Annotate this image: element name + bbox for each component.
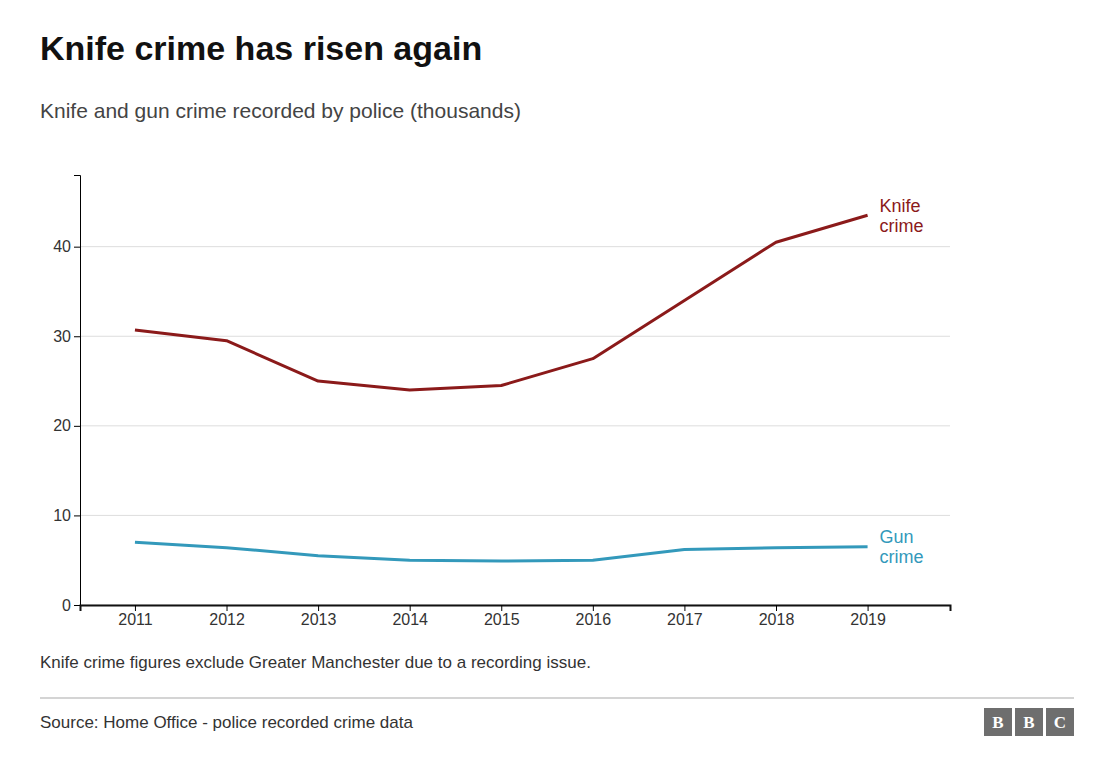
x-tick: 2014 (392, 605, 428, 628)
chart-container: Knife crime has risen again Knife and gun… (0, 0, 1104, 772)
x-tick-mark (410, 605, 411, 611)
y-tick-label: 30 (53, 328, 71, 345)
x-tick-mark (227, 605, 228, 611)
y-tick-mark (74, 605, 80, 606)
x-tick: 2019 (850, 605, 886, 628)
x-tick-mark (868, 605, 869, 611)
chart-svg: Knife crime has risen again Knife and gun… (0, 0, 1104, 772)
y-axis-line (74, 176, 81, 606)
logo-box (1046, 708, 1074, 736)
x-tick-mark (318, 605, 319, 611)
x-tick-mark (501, 605, 502, 611)
plot-area: 0102030402011201220132014201520162017201… (53, 176, 950, 629)
grid (80, 247, 950, 605)
y-tick-label: 20 (53, 417, 71, 434)
x-tick: 2016 (576, 605, 612, 628)
series-label: Guncrime (880, 527, 924, 567)
y-tick-mark (74, 515, 80, 516)
x-tick-label: 2011 (118, 611, 153, 628)
y-tick-mark (74, 426, 80, 427)
logo-box (1015, 708, 1043, 736)
logo-box (984, 708, 1012, 736)
y-tick: 10 (53, 507, 80, 524)
y-tick: 20 (53, 417, 80, 434)
logo: BBC (984, 708, 1074, 736)
x-tick-label: 2018 (759, 611, 795, 628)
y-tick-mark (74, 247, 80, 248)
y-tick: 40 (53, 238, 80, 255)
x-tick: 2018 (759, 605, 795, 628)
x-tick-label: 2012 (209, 611, 245, 628)
x-tick-label: 2017 (667, 611, 703, 628)
x-tick-label: 2016 (576, 611, 612, 628)
x-tick-mark (135, 605, 136, 611)
y-tick-mark (74, 336, 80, 337)
footnote: Knife crime figures exclude Greater Manc… (40, 653, 591, 672)
logo-text: BBC (992, 713, 1066, 732)
y-tick-label: 0 (62, 597, 71, 614)
x-axis: 2011 2012 2013 2014 2015 2016 2017 2018 2019 (81, 605, 951, 628)
x-tick: 2017 (667, 605, 703, 628)
series-labels: Knifecrime Guncrime (880, 196, 924, 567)
series-label: Knifecrime (880, 196, 924, 236)
x-tick: 2011 (118, 605, 153, 628)
x-tick: 2015 (484, 605, 520, 628)
y-tick: 30 (53, 328, 80, 345)
x-tick-label: 2013 (301, 611, 337, 628)
source: Source: Home Office - police recorded cr… (40, 713, 413, 732)
grid-line (80, 246, 950, 247)
x-tick-label: 2019 (850, 611, 886, 628)
title: Knife crime has risen again (40, 29, 482, 67)
x-tick-mark (684, 605, 685, 611)
x-tick-mark (776, 605, 777, 611)
x-tick: 2013 (301, 605, 337, 628)
grid-line (80, 515, 950, 516)
y-tick-label: 40 (53, 238, 71, 255)
y-axis: 0 10 20 30 40 (53, 176, 80, 614)
series-line (135, 542, 868, 561)
x-tick-label: 2015 (484, 611, 520, 628)
grid-line (80, 425, 950, 426)
x-tick-label: 2014 (392, 611, 428, 628)
x-tick-mark (593, 605, 594, 611)
y-tick: 0 (62, 597, 80, 614)
grid-line (80, 336, 950, 337)
series-line (135, 215, 868, 390)
x-axis-line (81, 606, 951, 612)
lines (135, 215, 868, 561)
y-tick-label: 10 (53, 507, 71, 524)
x-tick: 2012 (209, 605, 245, 628)
separator (40, 697, 1074, 698)
subtitle: Knife and gun crime recorded by police (… (40, 99, 521, 122)
